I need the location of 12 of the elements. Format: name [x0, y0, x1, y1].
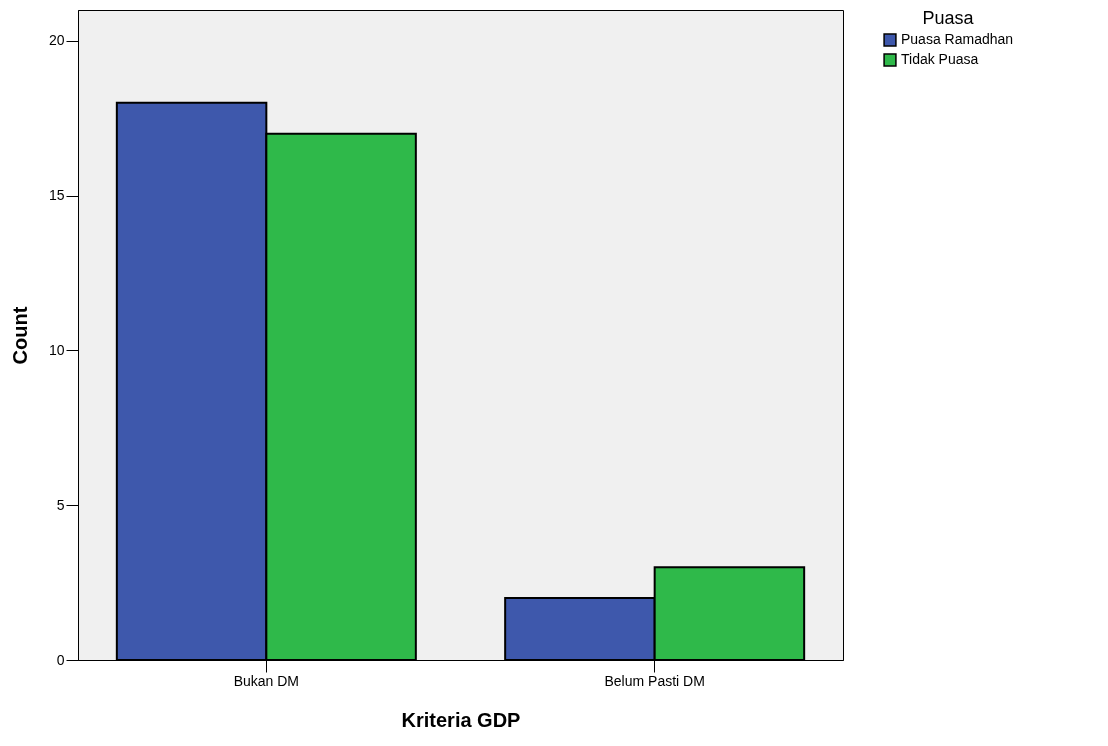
y-tick-label: 0: [56, 651, 65, 668]
y-tick-label: 15: [48, 187, 65, 204]
y-tick-label: 5: [56, 496, 65, 513]
legend-label: Puasa Ramadhan: [901, 31, 1014, 47]
x-axis-title: Kriteria GDP: [401, 708, 521, 731]
x-tick-label: Belum Pasti DM: [604, 672, 705, 689]
legend-label: Tidak Puasa: [901, 51, 979, 67]
x-tick-label: Bukan DM: [233, 672, 300, 689]
y-tick-label: 20: [48, 32, 65, 49]
y-tick-label: 10: [48, 341, 65, 358]
y-axis-title: Count: [8, 306, 31, 365]
legend-title: Puasa: [922, 8, 975, 28]
